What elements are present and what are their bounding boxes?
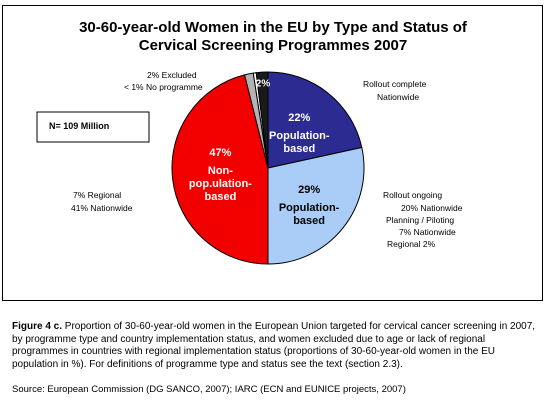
callout-non-population-line2: 41% Nationwide [71,203,133,213]
caption-label: Figure 4 c. [12,321,63,332]
figure-source: Source: European Commission (DG SANCO, 2… [12,384,406,395]
pie-slices [171,71,365,265]
slice-pct-label-non_population: 47% [209,147,231,159]
figure-caption: Figure 4 c. Proportion of 30-60-year-old… [12,321,542,371]
n-label: N= 109 Million [49,121,109,131]
callout-rollout-ongoing-line4: 7% Nationwide [399,227,456,237]
pie-slice-excluded_2 [255,71,269,169]
callout-non-population-line1: 7% Regional [73,190,121,200]
slice-text-label-rollout_ongoing-0: Population- [279,202,340,214]
callout-excluded-line1: 2% Excluded [147,70,197,80]
callout-rollout-ongoing-line3: Planning / Piloting [386,215,454,225]
callout-rollout-ongoing-line1: Rollout ongoing [383,190,442,200]
callout-excluded-line2: < 1% No programme [124,82,203,92]
callout-rollout-complete-line1: Rollout complete [363,79,427,89]
n-box [36,111,150,143]
slice-pct-label-rollout_complete: 22% [288,112,310,124]
chart-title-line2: Cervical Screening Programmes 2007 [139,37,407,54]
chart-frame: 30-60-year-old Women in the EU by Type a… [2,5,543,301]
pie-slice-rollout_ongoing [267,146,365,265]
pie-slice-rollout_complete [267,71,363,169]
slice-text-label-rollout_complete-0: Population- [269,130,330,142]
slice-text-label-rollout_ongoing-1: based [293,215,325,227]
slice-pct-label-excluded_2: 2% [256,79,271,90]
pie-chart: 30-60-year-old Women in the EU by Type a… [36,19,468,265]
callout-rollout-ongoing-line5: Regional 2% [387,239,436,249]
caption-text: Proportion of 30-60-year-old women in th… [12,321,536,370]
slice-text-label-rollout_complete-1: based [283,143,315,155]
slice-text-label-non_population-1: pop.ulation- [189,178,252,190]
slice-text-label-non_population-0: Non- [208,165,233,177]
pie-slice-non_population [171,74,269,265]
callout-rollout-ongoing-line2: 20% Nationwide [401,203,463,213]
chart-title-line1: 30-60-year-old Women in the EU by Type a… [79,19,468,36]
slice-text-label-non_population-2: based [205,191,237,203]
callout-rollout-complete-line2: Nationwide [377,92,419,102]
pie-slice-labels: 22% Population-based 29% Population-based 47… [189,79,340,228]
slice-pct-label-rollout_ongoing: 29% [298,184,320,196]
